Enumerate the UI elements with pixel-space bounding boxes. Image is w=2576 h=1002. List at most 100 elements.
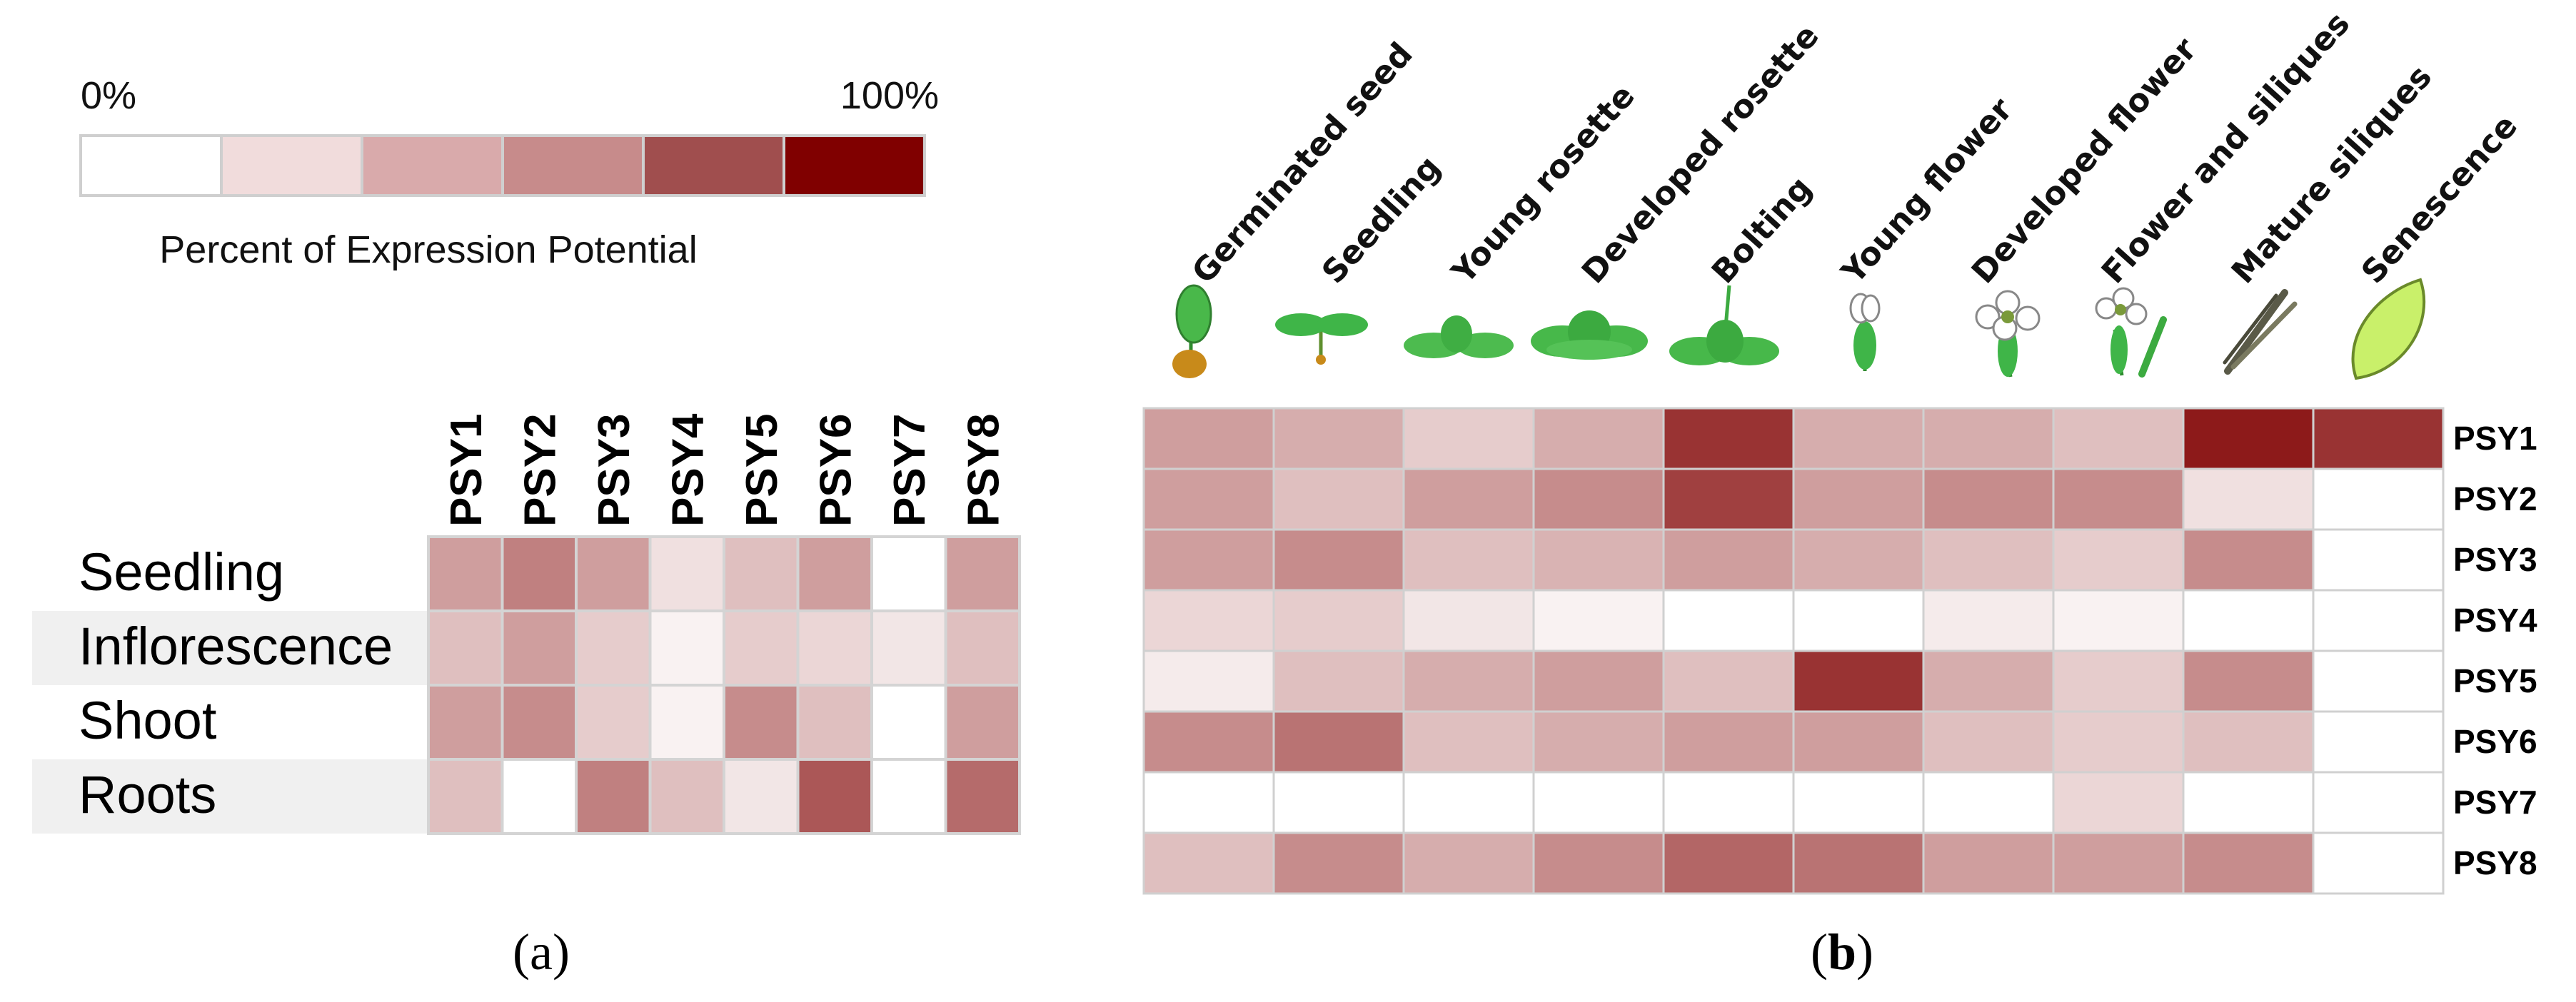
- heatmap-cell: [1402, 771, 1535, 834]
- heatmap-cell: [1272, 467, 1405, 531]
- heatmap-cell: [1792, 407, 1925, 470]
- heatmap-cell: [1922, 528, 2055, 592]
- heatmap-cell: [1922, 831, 2055, 895]
- heatmap-cell: [1142, 407, 1275, 470]
- heatmap-cell: [1532, 831, 1665, 895]
- gene-label: PSY5: [2453, 662, 2537, 699]
- heatmap-cell: [2312, 771, 2445, 834]
- legend-swatch: [361, 134, 504, 197]
- seedling-icon: [1275, 313, 1368, 365]
- heatmap-cell: [1142, 467, 1275, 531]
- heatmap-cell: [2312, 710, 2445, 774]
- heatmap-cell: [944, 535, 1021, 612]
- legend-swatch: [783, 134, 926, 197]
- column-label: PSY1: [442, 413, 491, 527]
- heatmap-cell: [2182, 831, 2315, 895]
- heatmap-cell: [648, 684, 725, 761]
- row-label: Seedling: [79, 542, 284, 602]
- row-label: Shoot: [79, 691, 217, 750]
- germinated-seed-icon: [1172, 284, 1212, 378]
- column-label: PSY4: [663, 413, 713, 527]
- column-label: PSY6: [811, 413, 860, 527]
- heatmap-cell: [1142, 528, 1275, 592]
- heatmap-cell: [1272, 771, 1405, 834]
- gene-label: PSY3: [2453, 541, 2537, 578]
- heatmap-cell: [500, 609, 578, 687]
- legend-swatch: [501, 134, 645, 197]
- heatmap-cell: [2182, 528, 2315, 592]
- heatmap-cell: [575, 535, 652, 612]
- heatmap-cell: [2052, 649, 2185, 713]
- heatmap-cell: [1402, 589, 1535, 652]
- legend-swatch: [642, 134, 785, 197]
- row-label-bands: [32, 537, 428, 834]
- legend-min-label: 0%: [81, 74, 136, 117]
- heatmap-cell: [2312, 467, 2445, 531]
- panel-a-label: (a): [513, 923, 570, 981]
- heatmap-cell: [1662, 467, 1795, 531]
- heatmap-cell: [1272, 407, 1405, 470]
- heatmap-cell: [1532, 710, 1665, 774]
- row-band: [32, 759, 428, 834]
- heatmap-cell: [1792, 649, 1925, 713]
- legend-title: Percent of Expression Potential: [159, 228, 697, 271]
- legend-swatch: [79, 134, 223, 197]
- row-label: Inflorescence: [79, 617, 393, 676]
- heatmap-cell: [1922, 649, 2055, 713]
- heatmap-cell: [2052, 831, 2185, 895]
- heatmap-cell: [723, 684, 800, 761]
- heatmap-cell: [2312, 831, 2445, 895]
- row-labels: Seedling Inflorescence Shoot Roots: [79, 542, 393, 824]
- heatmap-cell: [1142, 831, 1275, 895]
- heatmap-cell: [1532, 528, 1665, 592]
- heatmap-cell: [1402, 467, 1535, 531]
- heatmap-cell: [2052, 710, 2185, 774]
- senescence-icon: [2351, 278, 2426, 380]
- heatmap-cell: [1792, 771, 1925, 834]
- column-label: PSY5: [738, 413, 787, 527]
- stage-icons: [1172, 278, 2426, 380]
- column-label: PSY7: [885, 413, 935, 527]
- gene-label: PSY1: [2453, 420, 2537, 457]
- heatmap-cell: [1142, 589, 1275, 652]
- developed-rosette-icon: [1531, 310, 1648, 360]
- heatmap-cell: [648, 535, 725, 612]
- heatmap-cell: [1402, 831, 1535, 895]
- heatmap-cell: [1662, 589, 1795, 652]
- heatmap-cell: [2312, 589, 2445, 652]
- gene-labels: PSY1 PSY2 PSY3 PSY4 PSY5 PSY6 PSY7 PSY8: [2453, 420, 2537, 881]
- stage-label: Flower and siliques: [2094, 4, 2358, 290]
- heatmap-cell: [723, 758, 800, 835]
- heatmap-cell: [2052, 771, 2185, 834]
- heatmap-cell: [1272, 528, 1405, 592]
- gene-label: PSY8: [2453, 844, 2537, 881]
- bolting-icon: [1669, 285, 1779, 365]
- heatmap-cell: [1532, 589, 1665, 652]
- heatmap-cell: [1792, 528, 1925, 592]
- heatmap-cell: [944, 758, 1021, 835]
- heatmap-cell: [1532, 467, 1665, 531]
- heatmap-cell: [1792, 589, 1925, 652]
- heatmap-cell: [1662, 710, 1795, 774]
- heatmap-cell: [1402, 710, 1535, 774]
- heatmap-cell: [1142, 649, 1275, 713]
- heatmap-cell: [1272, 710, 1405, 774]
- heatmap-cell: [944, 684, 1021, 761]
- heatmap-cell: [2052, 528, 2185, 592]
- heatmap-cell: [2312, 407, 2445, 470]
- heatmap-cell: [2312, 528, 2445, 592]
- heatmap-cell: [1532, 407, 1665, 470]
- heatmap-cell: [2052, 467, 2185, 531]
- row-band: [32, 685, 428, 759]
- stage-label: Bolting: [1704, 169, 1819, 291]
- heatmap-cell: [870, 684, 947, 761]
- row-band: [32, 611, 428, 685]
- heatmap-cell: [1272, 589, 1405, 652]
- heatmap-cell: [427, 609, 504, 687]
- heatmap-cell: [1792, 710, 1925, 774]
- heatmap-cell: [723, 535, 800, 612]
- gene-label: PSY6: [2453, 723, 2537, 760]
- heatmap-cell: [1272, 831, 1405, 895]
- heatmap-cell: [1922, 407, 2055, 470]
